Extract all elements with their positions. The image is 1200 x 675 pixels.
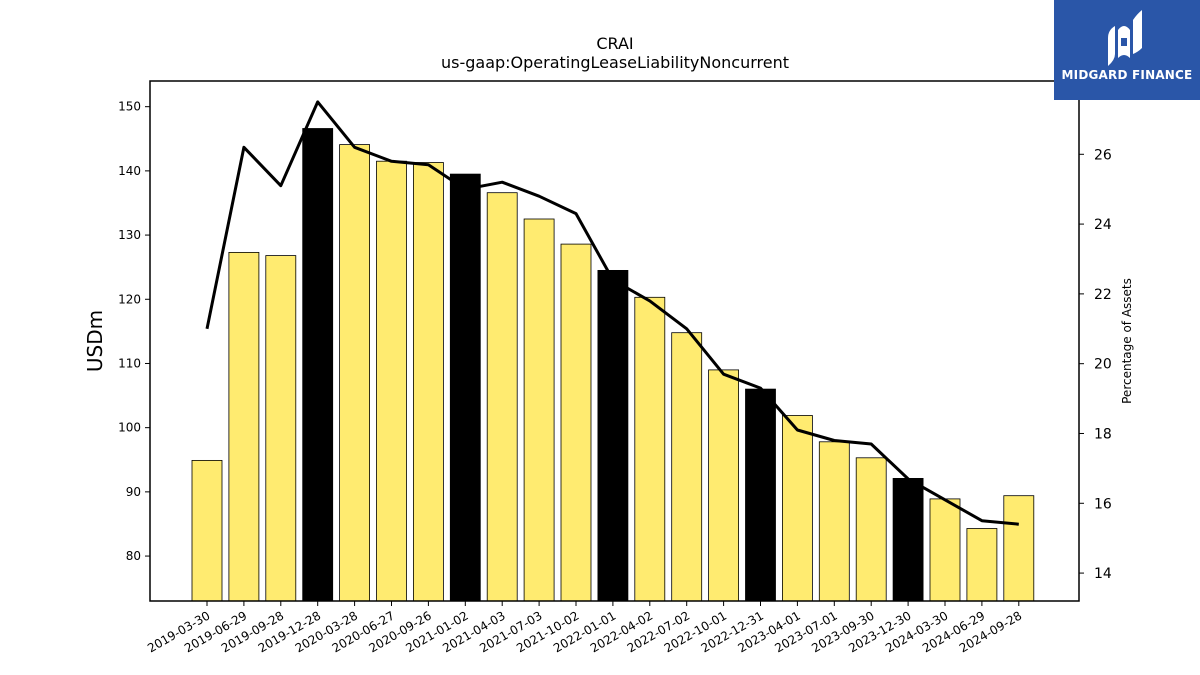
bar bbox=[892, 477, 924, 602]
bar bbox=[228, 251, 260, 602]
midgard-logo-icon bbox=[1108, 10, 1142, 66]
y2-tick-label: 14 bbox=[1094, 566, 1112, 582]
bar bbox=[1003, 495, 1035, 602]
bar bbox=[191, 459, 223, 602]
y2-tick-label: 20 bbox=[1094, 357, 1112, 373]
assets-percentage-line bbox=[205, 100, 1019, 526]
y2-axis-label: Percentage of Assets bbox=[1120, 278, 1134, 404]
bar bbox=[265, 255, 297, 602]
bar bbox=[782, 415, 813, 602]
y2-tick-label: 24 bbox=[1094, 217, 1112, 233]
y2-tick-label: 18 bbox=[1094, 426, 1112, 442]
logo-text: MIDGARD FINANCE bbox=[1061, 68, 1193, 82]
bar bbox=[708, 369, 739, 602]
logo: MIDGARD FINANCE bbox=[1054, 0, 1200, 100]
bar bbox=[671, 332, 703, 602]
bar bbox=[523, 218, 555, 602]
y-tick-label: 80 bbox=[126, 549, 141, 563]
y2-tick-label: 22 bbox=[1094, 287, 1112, 303]
y-tick-label: 120 bbox=[118, 292, 141, 306]
chart-subtitle: us-gaap:OperatingLeaseLiabilityNoncurren… bbox=[441, 53, 789, 72]
plot-frame bbox=[149, 80, 1080, 602]
x-axis: 2019-03-302019-06-292019-09-282019-12-28… bbox=[145, 601, 1024, 655]
bar bbox=[745, 388, 776, 602]
chart-title: CRAI bbox=[596, 34, 633, 53]
y-axis-left: 80 90 100 110 120 130 140 150 bbox=[118, 100, 150, 563]
bar bbox=[376, 160, 407, 602]
y-tick-label: 110 bbox=[118, 356, 141, 370]
bar bbox=[966, 528, 998, 602]
bar bbox=[634, 296, 666, 602]
bar bbox=[929, 498, 961, 602]
bar bbox=[339, 144, 371, 602]
bar-series bbox=[191, 128, 1035, 602]
y-axis-right: 14 16 18 20 22 24 26 bbox=[1079, 147, 1112, 582]
bar bbox=[449, 173, 481, 602]
bar bbox=[302, 128, 334, 602]
y2-tick-label: 26 bbox=[1094, 147, 1112, 163]
bar bbox=[855, 457, 887, 602]
y-tick-label: 90 bbox=[126, 485, 141, 499]
bar bbox=[560, 243, 592, 602]
y-axis-label: USDm bbox=[83, 310, 107, 372]
y-tick-label: 140 bbox=[118, 164, 141, 178]
bar bbox=[486, 192, 518, 602]
line-series bbox=[205, 100, 1019, 526]
bar bbox=[597, 269, 629, 602]
bar bbox=[818, 441, 850, 602]
y2-tick-label: 16 bbox=[1094, 496, 1112, 512]
y-tick-label: 100 bbox=[118, 421, 141, 435]
bar bbox=[412, 162, 444, 602]
y-tick-label: 150 bbox=[118, 100, 141, 114]
y-tick-label: 130 bbox=[118, 228, 141, 242]
